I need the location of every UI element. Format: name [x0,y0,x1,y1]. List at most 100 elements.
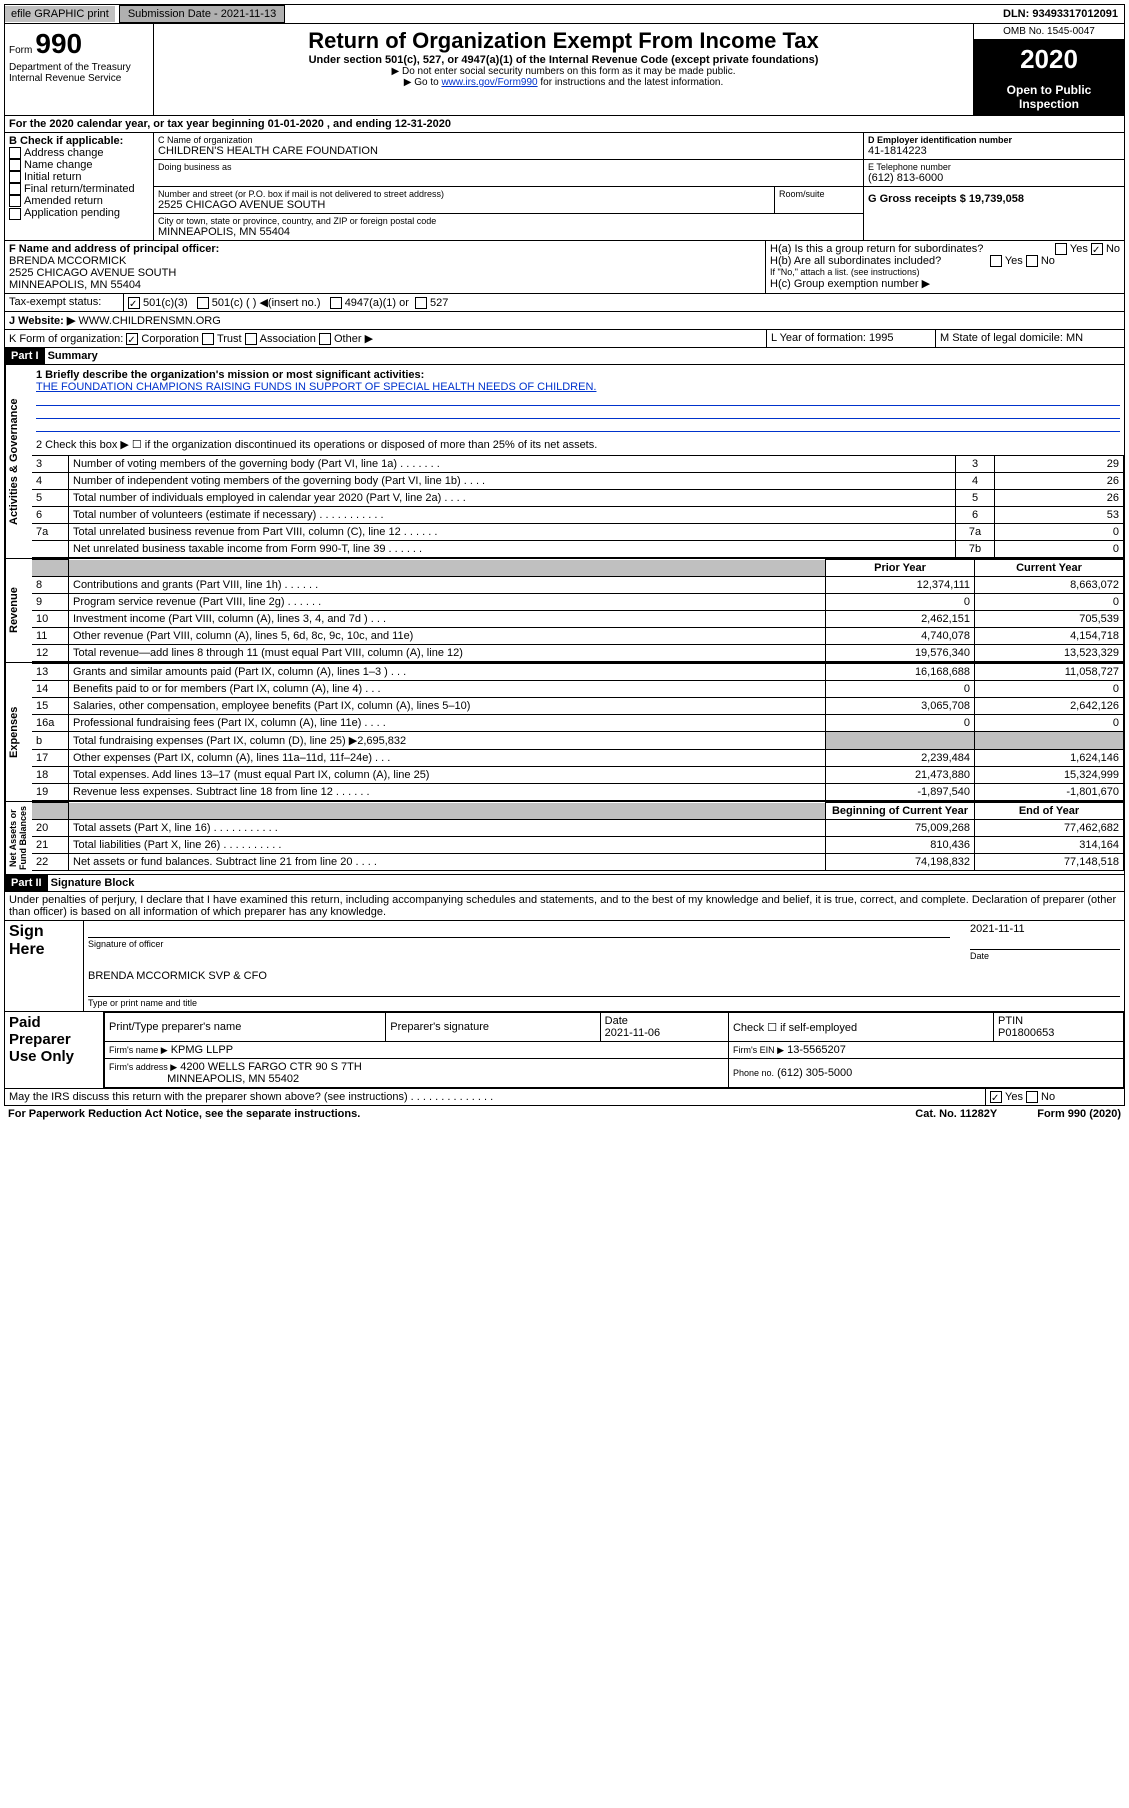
ha-no[interactable]: No [1106,243,1120,255]
paid-lbl: Paid Preparer Use Only [5,1012,104,1088]
hb-no[interactable]: No [1041,255,1055,267]
table-row: 15Salaries, other compensation, employee… [32,698,1124,715]
k-assoc[interactable]: Association [260,333,316,345]
firm-ein: 13-5565207 [787,1044,846,1056]
ha-yes[interactable]: Yes [1070,243,1088,255]
summary-row: 4Number of independent voting members of… [32,473,1124,490]
table-row: 22Net assets or fund balances. Subtract … [32,854,1124,871]
table-row: 13Grants and similar amounts paid (Part … [32,664,1124,681]
527[interactable]: 527 [430,297,448,309]
discuss: May the IRS discuss this return with the… [9,1091,493,1103]
part1-badge: Part I [5,348,45,364]
sub2: ▶ Do not enter social security numbers o… [158,66,969,77]
addr-lbl: Number and street (or P.O. box if mail i… [158,189,770,199]
4947[interactable]: 4947(a)(1) or [345,297,409,309]
vert-ag: Activities & Governance [5,365,32,558]
hb-yes[interactable]: Yes [1005,255,1023,267]
table-row: bTotal fundraising expenses (Part IX, co… [32,732,1124,750]
perjury: Under penalties of perjury, I declare th… [4,892,1125,921]
table-row: 17Other expenses (Part IX, column (A), l… [32,750,1124,767]
name-lbl: Type or print name and title [88,998,197,1008]
part2-badge: Part II [5,875,48,891]
part2-title: Signature Block [51,877,135,889]
sign-here: Sign Here [5,921,84,1011]
table-row: 10Investment income (Part VIII, column (… [32,611,1124,628]
p-h4[interactable]: Check ☐ if self-employed [728,1013,993,1042]
summary-row: 3Number of voting members of the governi… [32,456,1124,473]
table-row: 14Benefits paid to or for members (Part … [32,681,1124,698]
summary-row: 6Total number of volunteers (estimate if… [32,507,1124,524]
table-row: 9Program service revenue (Part VIII, lin… [32,594,1124,611]
vert-rev: Revenue [5,559,32,662]
box-l: L Year of formation: 1995 [767,330,936,347]
p-h3v: 2021-11-06 [605,1027,660,1039]
vert-net: Net Assets or Fund Balances [5,802,32,874]
table-row: 20Total assets (Part X, line 16) . . . .… [32,820,1124,837]
sub3-pre: ▶ Go to [404,77,442,88]
boxb-item[interactable]: Application pending [9,207,149,219]
p-h5: PTIN [998,1015,1023,1027]
phone: (612) 813-6000 [868,172,1120,184]
submission-date-button[interactable]: Submission Date - 2021-11-13 [119,5,285,23]
boxb-item[interactable]: Address change [9,147,149,159]
room-lbl: Room/suite [774,187,863,213]
summary-row: 7aTotal unrelated business revenue from … [32,524,1124,541]
f-name: BRENDA MCCORMICK [9,255,761,267]
city: MINNEAPOLIS, MN 55404 [158,226,859,238]
table-row: 18Total expenses. Add lines 13–17 (must … [32,767,1124,784]
faddr-lbl: Firm's address ▶ [109,1062,177,1072]
sig-date: 2021-11-11 [970,923,1120,935]
501c[interactable]: 501(c) ( ) ◀(insert no.) [212,297,321,309]
boxb-item[interactable]: Amended return [9,195,149,207]
fphone: (612) 305-5000 [777,1067,852,1079]
dln: DLN: 93493317012091 [997,6,1124,22]
k-trust[interactable]: Trust [217,333,242,345]
p-h3: Date [605,1015,628,1027]
box-m: M State of legal domicile: MN [936,330,1124,347]
org-name: CHILDREN'S HEALTH CARE FOUNDATION [158,145,859,157]
disc-yes[interactable]: Yes [1005,1091,1023,1103]
sig-lbl: Signature of officer [88,939,163,949]
faddr: 4200 WELLS FARGO CTR 90 S 7TH [180,1061,362,1073]
firm-lbl: Firm's name ▶ [109,1045,168,1055]
p-h2: Preparer's signature [386,1013,600,1042]
c-name-lbl: C Name of organization [158,135,859,145]
form-foot: Form 990 (2020) [1037,1108,1121,1120]
irs-link[interactable]: www.irs.gov/Form990 [441,77,537,88]
hb: H(b) Are all subordinates included? [770,255,941,267]
table-row: 19Revenue less expenses. Subtract line 1… [32,784,1124,801]
table-row: 21Total liabilities (Part X, line 26) . … [32,837,1124,854]
disc-no[interactable]: No [1041,1091,1055,1103]
q1a[interactable]: THE FOUNDATION CHAMPIONS RAISING FUNDS I… [36,381,596,393]
sub3-post: for instructions and the latest informat… [538,77,724,88]
boxb-item[interactable]: Initial return [9,171,149,183]
g-lbl: G Gross receipts $ 19,739,058 [868,193,1024,205]
f-addr: 2525 CHICAGO AVENUE SOUTH [9,267,761,279]
boxb-item[interactable]: Name change [9,159,149,171]
hc: H(c) Group exemption number ▶ [770,277,1120,290]
taxex-lbl: Tax-exempt status: [5,294,124,311]
part1-title: Summary [48,350,98,362]
f-city: MINNEAPOLIS, MN 55404 [9,279,761,291]
ein-lbl: Firm's EIN ▶ [733,1045,784,1055]
header-bar: efile GRAPHIC print Submission Date - 20… [4,4,1125,24]
table-row: 16aProfessional fundraising fees (Part I… [32,715,1124,732]
e-lbl: E Telephone number [868,162,1120,172]
table-row: 12Total revenue—add lines 8 through 11 (… [32,645,1124,662]
k-lbl: K Form of organization: [9,333,123,345]
box-b-label: B Check if applicable: [9,135,149,147]
501c3[interactable]: 501(c)(3) [143,297,188,309]
p-h1: Print/Type preparer's name [105,1013,386,1042]
sub1: Under section 501(c), 527, or 4947(a)(1)… [158,54,969,66]
efile-label[interactable]: efile GRAPHIC print [5,6,115,22]
d-lbl: D Employer identification number [868,135,1120,145]
tax-year: 2020 [974,40,1124,79]
addr: 2525 CHICAGO AVENUE SOUTH [158,199,770,211]
k-corp[interactable]: Corporation [141,333,198,345]
period-line: For the 2020 calendar year, or tax year … [5,116,1124,132]
ha: H(a) Is this a group return for subordin… [770,243,983,255]
k-other[interactable]: Other ▶ [334,333,373,345]
p-ptin: P01800653 [998,1027,1054,1039]
boxb-item[interactable]: Final return/terminated [9,183,149,195]
omb: OMB No. 1545-0047 [974,24,1124,40]
